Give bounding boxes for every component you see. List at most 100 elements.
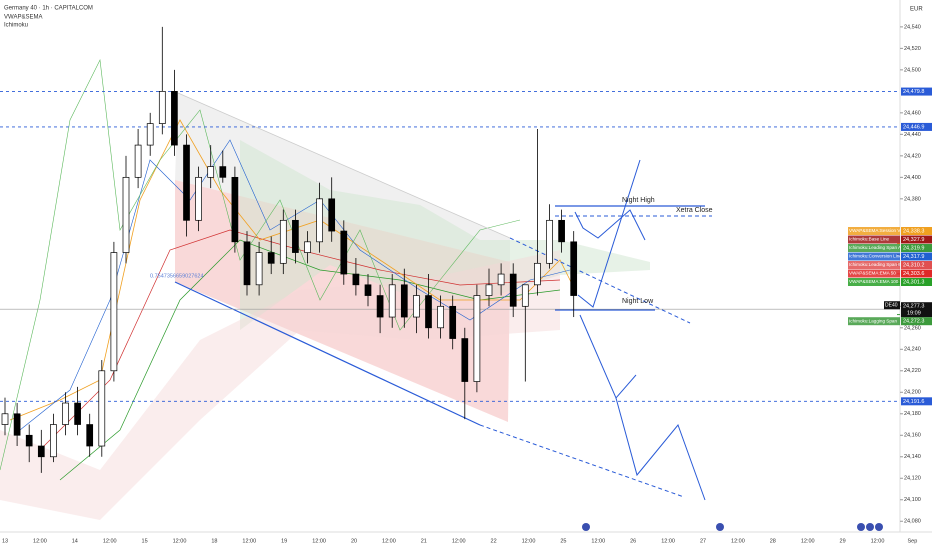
y-tick-label: 24,080 [904,519,921,525]
candle-body [122,176,130,253]
indicator-name: Ichimoku:Leading Span A [849,245,902,250]
y-tick-label: 24,200 [904,390,921,396]
candle-body [1,413,9,425]
annotation: Xetra Close [676,207,713,214]
indicator-value: 24,317.9 [903,254,924,260]
level-tag [901,122,932,131]
candle-body [25,434,33,447]
x-tick-label: 12:00 [242,538,256,544]
y-tick-label: 24,460 [904,110,921,116]
ichimoku-cloud-red [0,250,560,520]
annotation: Night Low [622,298,654,305]
candle-body [171,91,178,146]
x-tick-label: 12:00 [661,538,675,544]
candle-body [534,262,541,286]
level-tag [901,397,932,406]
y-tick-label: 24,220 [904,368,921,374]
indicator-value-tag [901,244,932,252]
candle-body [352,273,360,286]
symbol-tag [884,301,900,310]
candle-body [13,413,21,436]
level-label: 24,446.9 [903,124,924,130]
candle-body [195,176,202,221]
y-tick-label: 24,400 [904,175,921,181]
candle-body [340,230,348,275]
x-tick-label: 19 [281,538,287,544]
event-icon [857,523,865,531]
candle-body [74,402,81,425]
x-tick-label: 12:00 [452,538,466,544]
candle-body [219,166,227,178]
candle-body [509,273,517,307]
indicator-name-tag [848,317,900,326]
candle-body [328,198,336,232]
indicator-name-tag [848,244,900,252]
channel-top-ext [509,237,691,324]
x-tick-label: 12:00 [312,538,326,544]
y-tick-label: 24,440 [904,132,921,138]
candle-body [37,445,45,458]
conversion-line [19,139,571,431]
candle-body [425,295,432,329]
candle-body [558,219,565,243]
x-tick-label: 26 [630,538,636,544]
event-icon [866,523,874,531]
candle-body [570,241,578,296]
candle-body [158,91,166,124]
candle-body [292,219,299,253]
y-tick-label: 24,520 [904,46,921,52]
x-tick-label: 29 [840,538,846,544]
indicator-name: Ichimoku [4,23,28,29]
x-tick-label: 12:00 [33,538,47,544]
countdown: 19:09 [907,311,921,317]
candle-body [267,252,275,264]
x-tick-label: 22 [491,538,497,544]
indicator-name-tag [848,235,900,244]
channel-bottom-ext [479,424,685,498]
indicator-value: 24,301.3 [903,279,924,285]
candle-body [461,338,469,382]
x-tick-label: 15 [142,538,148,544]
indicator-name-tag [848,261,900,269]
candle-body [413,295,420,318]
candle-body [231,176,239,243]
y-tick-label: 24,380 [904,196,921,202]
candle-body [279,219,287,264]
indicator-name-tag [848,278,900,286]
arrow-path [574,209,646,241]
x-tick-label: 12:00 [173,538,187,544]
last-price-tag [901,302,932,318]
candle-body [316,198,323,243]
candle-body [400,284,408,318]
x-tick-label: 18 [211,538,217,544]
candle-body [110,252,118,372]
candle-body [364,284,372,296]
indicator-value-tag [901,235,932,244]
indicator-name-tag [848,227,900,235]
symbol-label: DE40 [885,303,898,309]
y-tick-label: 24,540 [904,24,921,30]
candle-body [449,305,457,339]
indicator-name: VWAP&SEMA:EMA 100 [849,279,899,284]
indicator-name: Ichimoku:Base Line [849,237,890,242]
candle-body [86,424,94,447]
channel-top [177,92,511,239]
ichimoku-cloud [240,140,650,330]
annotation: Night High [622,197,655,204]
y-tick-label: 24,140 [904,454,921,460]
level-label: 24,191.6 [903,399,924,405]
arrow-path [577,159,641,308]
x-tick-label: 12:00 [801,538,815,544]
ema-line [39,229,561,451]
x-tick-label: 13 [2,538,8,544]
x-tick-label: 28 [770,538,776,544]
event-icon [716,523,724,531]
y-tick-label: 24,180 [904,411,921,417]
candle-body [62,402,69,425]
candle-body [146,123,154,146]
candle-body [376,295,384,318]
currency: EUR [910,7,923,13]
indicator-name: Ichimoku:Conversion Line [849,254,902,259]
channel-bottom [174,281,481,426]
